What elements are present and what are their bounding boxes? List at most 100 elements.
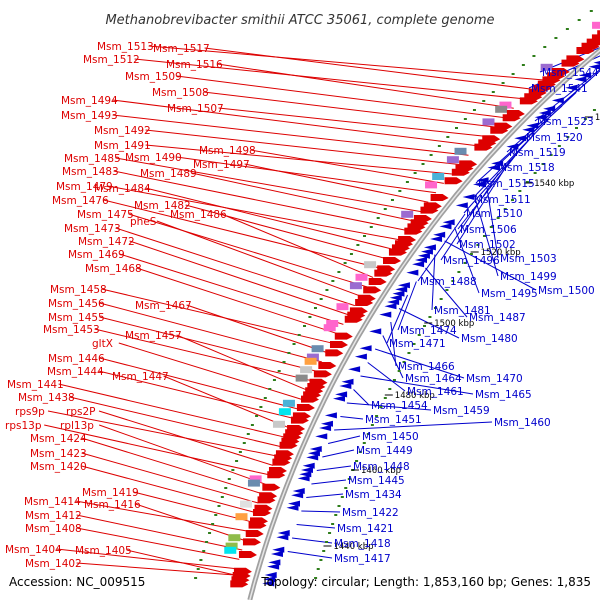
rna-feature-48 xyxy=(454,147,467,155)
forward-gene-arrow-89 xyxy=(368,278,387,285)
gene-connector-line xyxy=(134,58,524,100)
reverse-gene-arrow-53 xyxy=(487,164,500,171)
gene-label-msm_1453: Msm_1453 xyxy=(43,324,100,336)
rna-feature-136 xyxy=(272,420,285,428)
gene-connector-line xyxy=(119,253,344,325)
reverse-gene-arrow-151 xyxy=(302,462,315,469)
reverse-gene-arrow-70 xyxy=(439,223,452,230)
gene-connector-line xyxy=(129,240,350,316)
gene-label-msm_1484: Msm_1484 xyxy=(94,183,151,195)
gc-dot-outer xyxy=(316,568,320,570)
forward-gene-arrow-150 xyxy=(272,458,291,466)
gc-dot-inner xyxy=(303,325,307,327)
gene-label-msm_1509: Msm_1509 xyxy=(125,71,182,83)
gc-dot-inner xyxy=(369,226,373,228)
gc-dot-outer xyxy=(439,298,443,300)
gene-label-msm_1479: Msm_1479 xyxy=(56,181,113,193)
reverse-gene-arrow-188 xyxy=(263,576,276,583)
gene-features xyxy=(224,21,600,588)
gene-label-msm_1470: Msm_1470 xyxy=(466,373,523,385)
gene-label-msm_1446: Msm_1446 xyxy=(48,353,105,365)
reverse-gene-labels: Msm_1544 Msm_1541 Msm_1523 Msm_1520 Msm_1519… xyxy=(334,67,599,565)
gene-connector-line xyxy=(301,510,341,513)
gene-label-msm_1503: Msm_1503 xyxy=(500,253,557,265)
forward-gene-arrow-108 xyxy=(334,332,353,340)
gene-label-msm_1451: Msm_1451 xyxy=(365,414,422,426)
gc-dot-outer xyxy=(541,163,545,165)
rna-feature-177 xyxy=(225,542,238,550)
reverse-gene-arrow-122 xyxy=(341,378,354,385)
gc-dot-inner xyxy=(202,550,206,552)
gene-connector-line xyxy=(128,213,368,288)
gc-dot-outer xyxy=(358,451,362,453)
gc-dot-inner xyxy=(337,271,341,273)
gene-connector-line xyxy=(334,421,493,431)
gc-dot-outer xyxy=(423,325,427,327)
gc-dot-outer xyxy=(337,505,341,507)
gene-label-msm_1481: Msm_1481 xyxy=(434,305,491,317)
reverse-gene-arrow-47 xyxy=(506,143,519,150)
reverse-gene-arrow-167 xyxy=(286,504,299,511)
gene-connector-line xyxy=(135,503,246,542)
gene-label-msm_1445: Msm_1445 xyxy=(348,475,405,487)
forward-gene-arrow-180 xyxy=(238,551,257,558)
forward-gene-arrow-56 xyxy=(444,177,463,185)
gc-dot-outer xyxy=(355,460,359,462)
reverse-gene-arrow-181 xyxy=(270,551,283,557)
gc-dot-outer xyxy=(397,370,401,372)
gene-connector-line xyxy=(204,47,534,90)
gene-connector-line xyxy=(112,99,478,147)
gene-label-msm_1465: Msm_1465 xyxy=(475,389,532,401)
reverse-gene-arrow-44 xyxy=(514,135,527,142)
reverse-gene-arrow-26 xyxy=(565,84,578,91)
gene-label-msm_1404: Msm_1404 xyxy=(5,544,62,556)
gc-dot-inner xyxy=(482,100,486,102)
gene-connector-line xyxy=(136,267,338,335)
gene-connector-line xyxy=(156,220,361,297)
forward-gene-arrow-64 xyxy=(420,206,439,214)
gc-dot-inner xyxy=(383,208,387,210)
reverse-gene-arrow-107 xyxy=(369,328,382,335)
forward-gene-arrow-60 xyxy=(430,194,449,201)
reverse-gene-arrow-179 xyxy=(272,546,285,553)
gc-dot-outer xyxy=(331,523,335,525)
scale-label: 1440 kbp xyxy=(333,542,373,552)
gene-label-msm_1490: Msm_1490 xyxy=(125,152,182,164)
gene-label-msm_1541: Msm_1541 xyxy=(531,83,588,95)
gc-dot-inner xyxy=(343,262,347,264)
reverse-gene-arrow-186 xyxy=(264,572,277,578)
gene-connector-line xyxy=(126,549,235,576)
gc-dot-outer xyxy=(362,442,366,444)
forward-gene-arrow-168 xyxy=(252,509,271,516)
gene-connector-line xyxy=(360,375,474,395)
gene-connector-line xyxy=(145,129,461,166)
gc-dot-inner xyxy=(491,91,495,93)
gene-connector-line xyxy=(191,172,414,222)
left-connector-lines xyxy=(44,45,544,576)
rna-feature-49 xyxy=(446,156,459,164)
gene-connector-line xyxy=(94,328,313,382)
gc-dot-outer xyxy=(566,136,570,138)
gc-dot-outer xyxy=(518,190,522,192)
reverse-gene-arrow-127 xyxy=(335,391,348,398)
gc-dot-outer xyxy=(445,289,449,291)
gene-label-msm_1467: Msm_1467 xyxy=(135,300,192,312)
gene-connector-line xyxy=(244,163,429,203)
rna-feature-105 xyxy=(326,320,339,327)
rna-feature-55 xyxy=(432,173,445,180)
rna-feature-99 xyxy=(336,303,349,311)
reverse-gene-arrow-134 xyxy=(324,412,337,419)
reverse-gene-arrow-139 xyxy=(319,425,332,431)
gene-label-msm_1495: Msm_1495 xyxy=(481,288,538,300)
gc-dot-inner xyxy=(363,235,367,237)
gene-label-msm_1471: Msm_1471 xyxy=(389,338,446,350)
gene-connector-line xyxy=(186,304,328,354)
forward-gene-labels: Msm_1513 Msm_1517 Msm_1512 Msm_1516Msm_1509… xyxy=(5,41,256,570)
gene-label-msm_1519: Msm_1519 xyxy=(509,147,566,159)
gene-label-msm_1494: Msm_1494 xyxy=(61,95,118,107)
gc-dot-inner xyxy=(532,55,536,57)
gene-connector-line xyxy=(107,185,400,241)
gene-connector-line xyxy=(457,146,523,230)
gc-dot-outer xyxy=(407,352,411,354)
